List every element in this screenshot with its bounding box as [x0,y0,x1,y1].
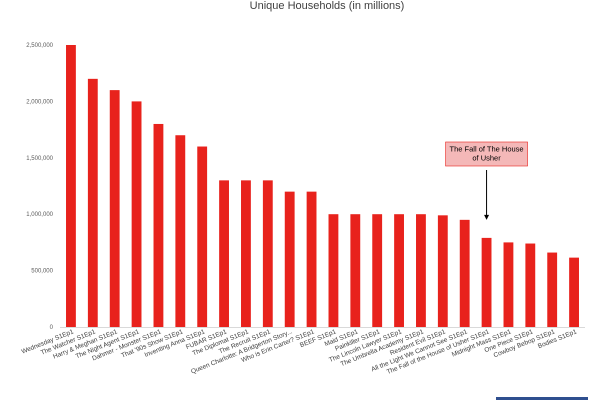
bar [416,214,426,327]
bar [350,214,361,327]
bar [481,237,492,327]
y-tick-label: 2,000,000 [26,99,53,105]
bar [109,90,120,328]
annotation-text: of Usher [472,154,501,163]
corner-decoration [496,397,588,400]
bar [437,215,448,327]
bar [66,45,76,327]
bar [197,146,208,327]
bar [459,219,470,327]
bar [525,243,536,327]
bars-group [60,45,585,328]
bar [569,257,579,327]
chart-title: Unique Households (in millions) [250,0,405,12]
bar [328,214,339,327]
bar [153,123,164,328]
y-tick-label: 1,000,000 [26,212,53,218]
bar [547,252,558,327]
y-tick-label: 500,000 [31,269,53,275]
annotation-arrow-head [484,214,490,220]
bar [394,214,404,327]
bar [372,214,383,327]
bar [503,242,514,327]
y-tick-label: 2,500,000 [26,43,53,49]
bar [175,135,186,327]
bar [284,191,295,327]
bar [87,78,98,327]
y-axis: 0 500,000 1,000,000 1,500,000 2,000,000 2,500… [26,43,53,331]
bar [241,180,251,327]
bar [219,180,229,327]
y-tick-label: 1,500,000 [26,156,53,162]
bar [131,101,142,328]
y-tick-label: 0 [50,325,54,331]
annotation-text: The Fall of The House [450,145,524,154]
bar [262,180,273,327]
annotation-box [445,141,528,167]
bar [306,191,317,327]
